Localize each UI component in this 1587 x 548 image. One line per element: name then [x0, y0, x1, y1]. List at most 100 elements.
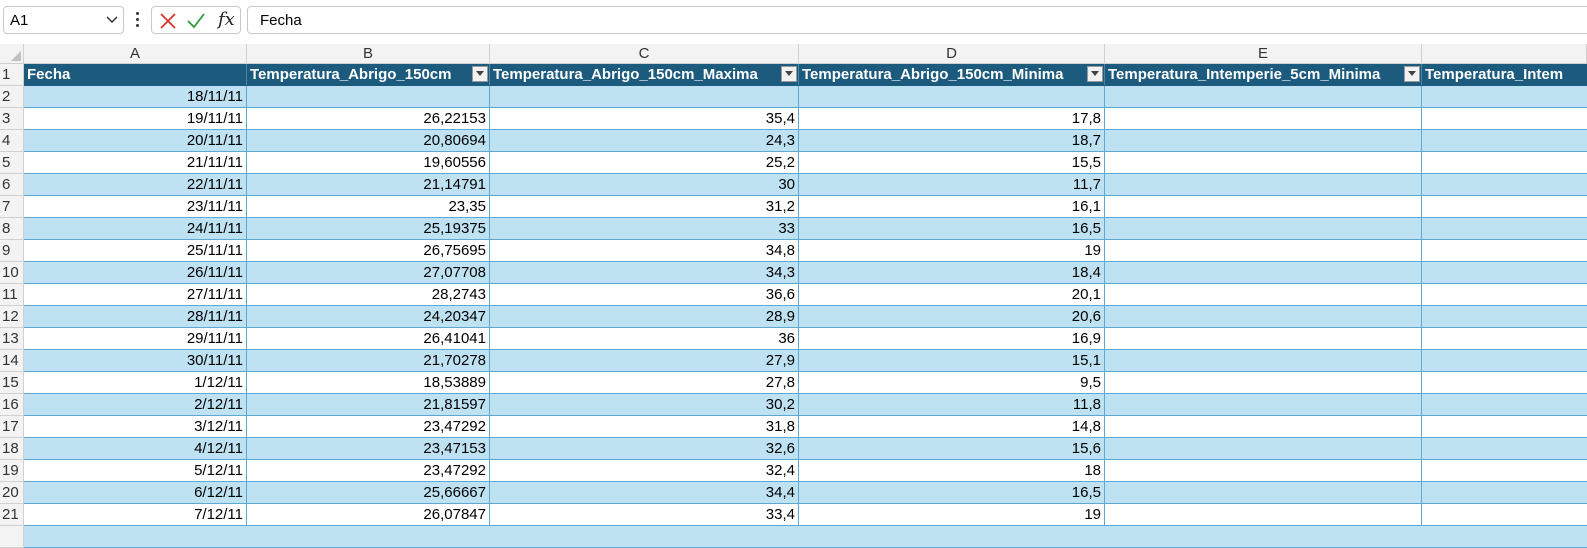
table-cell[interactable] [1105, 350, 1422, 371]
table-cell[interactable] [1105, 174, 1422, 195]
table-cell[interactable]: 33 [490, 218, 799, 239]
row-header[interactable] [0, 526, 24, 548]
table-cell[interactable]: 25/11/11 [24, 240, 247, 261]
row-header[interactable]: 8 [0, 218, 24, 240]
row-header[interactable]: 1 [0, 64, 24, 86]
table-cell[interactable]: 21,81597 [247, 394, 490, 415]
table-cell[interactable] [1422, 86, 1587, 107]
row-header[interactable]: 9 [0, 240, 24, 262]
row-header[interactable]: 4 [0, 130, 24, 152]
table-cell[interactable] [1422, 328, 1587, 349]
table-cell[interactable] [1105, 394, 1422, 415]
table-cell[interactable] [1105, 372, 1422, 393]
table-cell[interactable]: 26,22153 [247, 108, 490, 129]
table-cell[interactable]: 26,41041 [247, 328, 490, 349]
table-cell[interactable] [1422, 416, 1587, 437]
table-cell[interactable] [1105, 438, 1422, 459]
table-cell[interactable]: 5/12/11 [24, 460, 247, 481]
table-cell[interactable]: 9,5 [799, 372, 1105, 393]
row-header[interactable]: 18 [0, 438, 24, 460]
table-cell[interactable]: 24,3 [490, 130, 799, 151]
row-header[interactable]: 11 [0, 284, 24, 306]
table-cell[interactable]: 23,35 [247, 196, 490, 217]
table-cell[interactable]: 20,6 [799, 306, 1105, 327]
row-header[interactable]: 5 [0, 152, 24, 174]
formula-input[interactable]: Fecha [247, 6, 1587, 34]
table-cell[interactable] [1422, 108, 1587, 129]
table-cell[interactable]: 34,3 [490, 262, 799, 283]
column-header-f[interactable] [1422, 44, 1587, 64]
table-cell[interactable]: 3/12/11 [24, 416, 247, 437]
table-cell[interactable]: 30/11/11 [24, 350, 247, 371]
column-header-e[interactable]: E [1105, 44, 1422, 64]
table-cell[interactable]: 16,5 [799, 218, 1105, 239]
table-cell[interactable]: 21/11/11 [24, 152, 247, 173]
row-header[interactable]: 19 [0, 460, 24, 482]
table-cell[interactable]: 4/12/11 [24, 438, 247, 459]
table-cell[interactable]: 23,47153 [247, 438, 490, 459]
table-cell[interactable] [490, 86, 799, 107]
table-cell[interactable]: 2/12/11 [24, 394, 247, 415]
table-cell[interactable] [1422, 152, 1587, 173]
table-cell[interactable] [1105, 196, 1422, 217]
table-cell[interactable] [1105, 240, 1422, 261]
table-cell[interactable]: 33,4 [490, 504, 799, 525]
row-header[interactable]: 14 [0, 350, 24, 372]
table-cell[interactable]: 7/12/11 [24, 504, 247, 525]
select-all-button[interactable] [0, 44, 24, 64]
table-cell[interactable]: 31,8 [490, 416, 799, 437]
table-cell[interactable] [1105, 262, 1422, 283]
table-cell[interactable]: 18,7 [799, 130, 1105, 151]
enter-check-icon[interactable] [186, 11, 206, 31]
table-cell[interactable] [1422, 350, 1587, 371]
table-cell[interactable] [1422, 306, 1587, 327]
table-cell[interactable]: 30,2 [490, 394, 799, 415]
table-cell[interactable]: 26,75695 [247, 240, 490, 261]
table-cell[interactable] [1105, 108, 1422, 129]
header-cell-temp-intemperie[interactable]: Temperatura_Intem [1425, 66, 1564, 83]
table-cell[interactable]: 34,4 [490, 482, 799, 503]
table-cell[interactable]: 11,7 [799, 174, 1105, 195]
row-header[interactable]: 20 [0, 482, 24, 504]
header-cell-temp-abrigo-max[interactable]: Temperatura_Abrigo_150cm_Maxima [490, 64, 799, 85]
row-header[interactable]: 13 [0, 328, 24, 350]
header-cell-temp-abrigo-min[interactable]: Temperatura_Abrigo_150cm_Minima [799, 64, 1105, 85]
table-cell[interactable]: 18 [799, 460, 1105, 481]
table-cell[interactable] [247, 86, 490, 107]
table-cell[interactable]: 6/12/11 [24, 482, 247, 503]
insert-function-icon[interactable]: fx [218, 9, 235, 30]
table-cell[interactable] [1105, 152, 1422, 173]
table-cell[interactable]: 19 [799, 240, 1105, 261]
table-cell[interactable]: 26/11/11 [24, 262, 247, 283]
table-cell[interactable] [1422, 482, 1587, 503]
table-cell[interactable]: 19 [799, 504, 1105, 525]
table-cell[interactable] [1422, 394, 1587, 415]
table-cell[interactable] [1422, 174, 1587, 195]
table-cell[interactable]: 28/11/11 [24, 306, 247, 327]
row-header[interactable]: 6 [0, 174, 24, 196]
table-cell[interactable] [1105, 460, 1422, 481]
table-cell[interactable] [1105, 482, 1422, 503]
table-cell[interactable]: 36,6 [490, 284, 799, 305]
header-cell-temp-intemperie-min[interactable]: Temperatura_Intemperie_5cm_Minima [1105, 64, 1422, 85]
row-header[interactable]: 2 [0, 86, 24, 108]
table-cell[interactable] [1422, 262, 1587, 283]
table-cell[interactable]: 30 [490, 174, 799, 195]
table-cell[interactable]: 15,1 [799, 350, 1105, 371]
table-cell[interactable]: 15,6 [799, 438, 1105, 459]
table-cell[interactable] [1105, 328, 1422, 349]
table-cell[interactable]: 1/12/11 [24, 372, 247, 393]
table-cell[interactable]: 20,80694 [247, 130, 490, 151]
table-cell[interactable]: 27/11/11 [24, 284, 247, 305]
table-cell[interactable]: 25,19375 [247, 218, 490, 239]
chevron-down-icon[interactable] [105, 12, 119, 26]
table-cell[interactable] [1105, 306, 1422, 327]
table-cell[interactable]: 19,60556 [247, 152, 490, 173]
table-cell[interactable]: 21,14791 [247, 174, 490, 195]
table-cell[interactable]: 11,8 [799, 394, 1105, 415]
table-cell[interactable] [1422, 130, 1587, 151]
table-cell[interactable] [1105, 130, 1422, 151]
row-header[interactable]: 12 [0, 306, 24, 328]
table-cell[interactable]: 24,20347 [247, 306, 490, 327]
table-cell[interactable]: 17,8 [799, 108, 1105, 129]
